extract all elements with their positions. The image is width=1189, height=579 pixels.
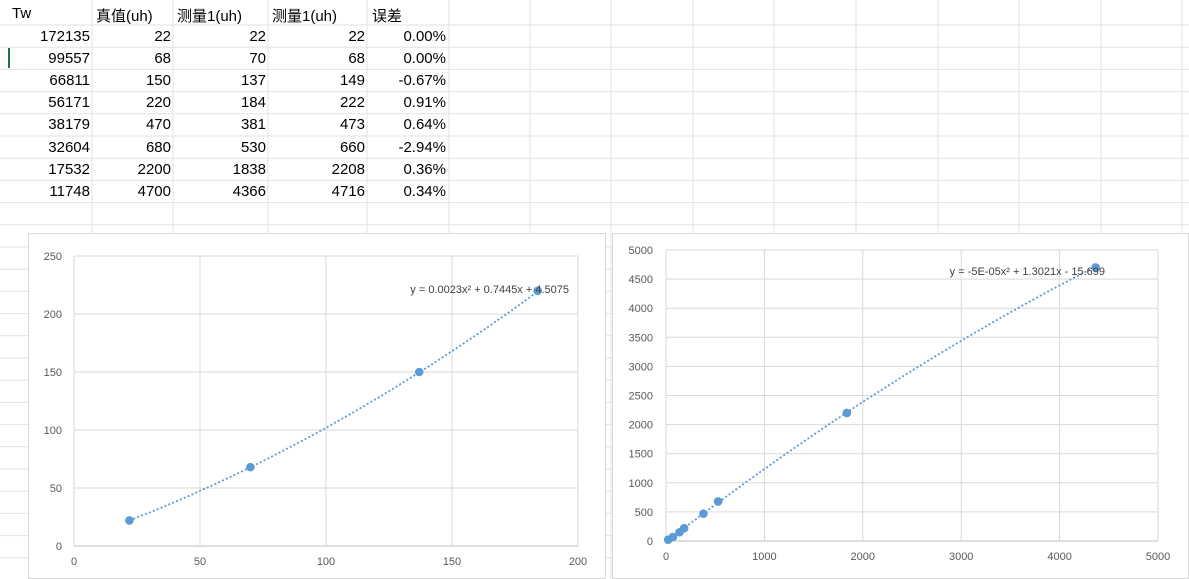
- data-point[interactable]: [679, 523, 689, 533]
- table-cell[interactable]: 0.00%: [403, 28, 446, 45]
- table-cell[interactable]: 172135: [39, 28, 90, 45]
- y-tick-label: 4000: [629, 303, 653, 315]
- table-cell[interactable]: 4366: [232, 182, 266, 200]
- x-tick-label: 100: [317, 556, 335, 568]
- table-cell[interactable]: 222: [339, 94, 365, 112]
- y-tick-label: 2000: [629, 420, 653, 432]
- x-tick-label: 0: [663, 551, 669, 563]
- data-point[interactable]: [699, 509, 708, 518]
- x-tick-label: 1000: [752, 551, 776, 563]
- chart-low-range-svg: 0 50 100 150 200 250 0 50 100 150 200 y = 0.0023x² …: [44, 251, 588, 568]
- y-tick-label: 1000: [629, 478, 653, 490]
- y-tick-label: 3000: [629, 361, 653, 373]
- table-cell[interactable]: 4700: [137, 182, 171, 200]
- data-point[interactable]: [1091, 263, 1100, 272]
- y-tick-label: 150: [44, 367, 62, 379]
- table-cell[interactable]: 220: [145, 94, 171, 112]
- table-cell[interactable]: 22: [348, 28, 365, 45]
- table-cell[interactable]: 660: [339, 138, 365, 156]
- y-tick-label: 100: [44, 425, 62, 437]
- y-tick-label: 3500: [629, 332, 653, 344]
- table-cell[interactable]: 70: [249, 50, 266, 68]
- y-tick-label: 200: [44, 309, 62, 321]
- data-point[interactable]: [842, 408, 852, 418]
- trendline[interactable]: [129, 290, 539, 522]
- chart-full-range[interactable]: 0 500 1000 1500 2000 2500 3000 3500 4000 4500 5000…: [612, 233, 1189, 579]
- table-cell[interactable]: 0.91%: [403, 94, 446, 112]
- data-point[interactable]: [668, 532, 678, 542]
- table-cell[interactable]: 1838: [232, 160, 266, 178]
- table-cell[interactable]: 17532: [48, 160, 90, 178]
- table-cell[interactable]: 0.00%: [403, 50, 446, 68]
- y-tick-label: 5000: [629, 245, 653, 257]
- trendline-equation: y = -5E-05x² + 1.3021x - 15.699: [950, 266, 1105, 278]
- header-measure-1[interactable]: 测量1(uh): [177, 8, 243, 25]
- table-cell[interactable]: 2200: [137, 160, 171, 178]
- header-error[interactable]: 误差: [372, 8, 403, 25]
- y-tick-label: 2500: [629, 391, 653, 403]
- x-tick-label: 150: [443, 556, 461, 568]
- x-tick-label: 3000: [949, 551, 973, 563]
- header-tw[interactable]: Tw: [12, 5, 32, 22]
- chart-low-range[interactable]: 0 50 100 150 200 250 0 50 100 150 200 y = 0.0023x² …: [28, 233, 606, 579]
- x-tick-label: 200: [569, 556, 587, 568]
- data-point[interactable]: [125, 516, 134, 525]
- trendline[interactable]: [667, 265, 1097, 541]
- table-cell[interactable]: 470: [145, 116, 171, 134]
- data-point[interactable]: [246, 462, 255, 472]
- data-point[interactable]: [713, 497, 723, 506]
- table-cell[interactable]: -2.94%: [398, 138, 446, 156]
- table-cell[interactable]: 149: [339, 72, 365, 90]
- trendline-equation: y = 0.0023x² + 0.7445x + 4.5075: [410, 284, 569, 296]
- data-point[interactable]: [533, 286, 542, 296]
- table-cell[interactable]: 150: [145, 72, 171, 90]
- table-cell[interactable]: 32604: [48, 138, 90, 156]
- x-tick-label: 5000: [1146, 551, 1170, 563]
- y-tick-label: 250: [44, 251, 62, 263]
- table-cell[interactable]: 2208: [331, 160, 365, 178]
- table-cell[interactable]: 680: [145, 138, 171, 156]
- y-tick-label: 500: [635, 507, 653, 519]
- table-cell[interactable]: 4716: [331, 182, 365, 200]
- table-cell[interactable]: 66811: [49, 72, 90, 90]
- x-tick-label: 2000: [851, 551, 875, 563]
- table-cell[interactable]: 22: [154, 28, 171, 45]
- y-tick-label: 0: [56, 541, 62, 553]
- x-tick-label: 4000: [1047, 551, 1071, 563]
- table-cell[interactable]: -0.67%: [398, 72, 446, 90]
- table-cell[interactable]: 473: [339, 116, 365, 134]
- table-cell[interactable]: 137: [240, 72, 266, 90]
- table-cell[interactable]: 0.36%: [403, 160, 446, 178]
- table-cell[interactable]: 99557: [48, 50, 90, 68]
- y-tick-label: 4500: [629, 274, 653, 286]
- y-tick-label: 50: [50, 483, 62, 495]
- chart-full-range-svg: 0 500 1000 1500 2000 2500 3000 3500 4000 4500 5000…: [629, 245, 1171, 563]
- y-tick-label: 0: [647, 536, 653, 548]
- table-cell[interactable]: 38179: [48, 116, 90, 134]
- y-tick-label: 1500: [629, 449, 653, 461]
- x-tick-label: 50: [194, 556, 206, 568]
- header-true-value[interactable]: 真值(uh): [96, 8, 153, 25]
- table-cell[interactable]: 0.64%: [403, 116, 446, 134]
- table-cell[interactable]: 56171: [48, 94, 90, 112]
- data-point[interactable]: [414, 367, 424, 377]
- table-cell[interactable]: 530: [240, 138, 266, 156]
- table-cell[interactable]: 22: [249, 28, 266, 45]
- x-tick-label: 0: [71, 556, 77, 568]
- table-cell[interactable]: 11748: [49, 182, 90, 200]
- table-cell[interactable]: 68: [154, 50, 171, 68]
- table-cell[interactable]: 184: [240, 94, 266, 112]
- table-cell[interactable]: 381: [240, 116, 266, 134]
- table-cell[interactable]: 68: [348, 50, 365, 68]
- header-measure-2[interactable]: 测量1(uh): [272, 8, 338, 25]
- table-cell[interactable]: 0.34%: [403, 182, 446, 200]
- active-cell-marker: [8, 48, 10, 68]
